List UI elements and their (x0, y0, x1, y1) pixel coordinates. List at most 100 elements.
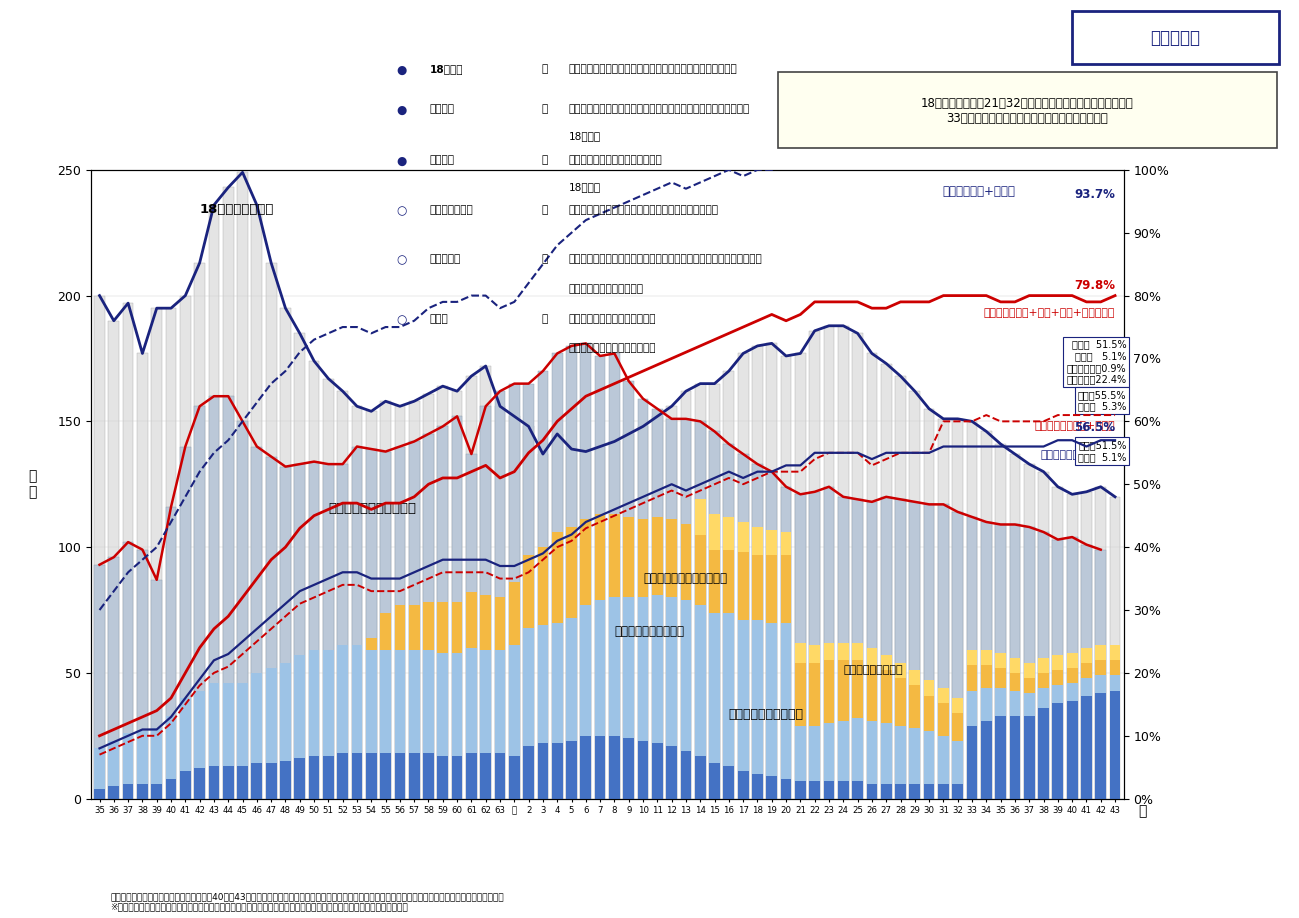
Bar (338, 465, 348, 799)
Text: 高専４年次在学者数: 高専４年次在学者数 (843, 665, 903, 675)
Bar (709, 764, 720, 799)
Text: 当該年度の大学・短大の入学者数: 当該年度の大学・短大の入学者数 (569, 155, 662, 165)
Bar (466, 592, 477, 648)
Bar (938, 784, 948, 799)
Bar (94, 748, 105, 789)
Text: 大学入学者数（万人）: 大学入学者数（万人） (729, 708, 804, 722)
Bar (638, 426, 648, 799)
Bar (581, 605, 591, 736)
Bar (981, 522, 991, 799)
Bar (852, 660, 863, 718)
Bar (266, 263, 277, 799)
Bar (909, 784, 920, 799)
Bar (481, 407, 491, 799)
Bar (1095, 487, 1107, 799)
Bar (1109, 497, 1121, 799)
Bar (724, 371, 734, 799)
Bar (881, 723, 891, 784)
Bar (366, 754, 377, 799)
Text: 現役志願率（大学+短大）: 現役志願率（大学+短大） (1034, 421, 1115, 431)
Text: 18歳人口: 18歳人口 (569, 183, 600, 193)
Bar (995, 653, 1005, 668)
Bar (552, 622, 562, 744)
Bar (666, 745, 677, 799)
Bar (866, 784, 877, 799)
Bar (423, 602, 434, 650)
Bar (781, 778, 791, 799)
Text: ＝: ＝ (542, 253, 548, 263)
Bar (852, 643, 863, 660)
Bar (709, 431, 720, 799)
Text: 79.8%: 79.8% (1074, 279, 1115, 293)
Bar (94, 296, 105, 799)
Bar (695, 756, 705, 799)
Bar (995, 524, 1005, 799)
Text: 資料３－６: 資料３－６ (1151, 28, 1200, 47)
Bar (809, 663, 820, 726)
Bar (352, 407, 362, 799)
Bar (781, 554, 791, 622)
Bar (138, 550, 148, 799)
Bar (766, 622, 777, 776)
Bar (1009, 690, 1020, 716)
Bar (509, 645, 520, 756)
Bar (966, 517, 977, 799)
Bar (724, 444, 734, 799)
Bar (638, 398, 648, 799)
Bar (366, 650, 377, 754)
Bar (752, 620, 763, 774)
Bar (681, 391, 691, 799)
Bar (1052, 655, 1063, 670)
Bar (609, 353, 620, 799)
Bar (981, 721, 991, 799)
Bar (624, 738, 634, 799)
Bar (209, 766, 220, 799)
Bar (966, 666, 977, 690)
Bar (938, 735, 948, 784)
Bar (423, 754, 434, 799)
Bar (209, 683, 220, 766)
Bar (552, 434, 562, 799)
Bar (981, 688, 991, 721)
Bar (895, 663, 905, 677)
Bar (1052, 487, 1063, 799)
Bar (1081, 648, 1092, 663)
Bar (523, 554, 534, 628)
Bar (409, 605, 420, 650)
Bar (852, 499, 863, 799)
Bar (495, 391, 505, 799)
Bar (195, 407, 205, 799)
Bar (309, 650, 320, 756)
Text: ＝: ＝ (542, 205, 548, 215)
Bar (252, 673, 262, 764)
Bar (924, 696, 934, 731)
Text: 進学率１: 進学率１ (430, 104, 455, 114)
Bar (1066, 537, 1077, 799)
Bar (552, 353, 562, 799)
Bar (323, 756, 334, 799)
Bar (952, 741, 963, 784)
Bar (852, 718, 863, 781)
Bar (952, 713, 963, 741)
Bar (1024, 465, 1034, 799)
Bar (166, 507, 177, 799)
Text: ＝: ＝ (542, 104, 548, 114)
Bar (166, 778, 177, 799)
Bar (1052, 703, 1063, 799)
Bar (266, 764, 277, 799)
Bar (909, 728, 920, 784)
Bar (752, 465, 763, 799)
Bar (681, 600, 691, 751)
Bar (538, 371, 548, 799)
Text: ＝: ＝ (542, 314, 548, 323)
Bar (981, 650, 991, 666)
Bar (438, 653, 448, 756)
Bar (709, 514, 720, 550)
Bar (738, 522, 748, 552)
Bar (824, 660, 834, 723)
Text: ＝: ＝ (542, 64, 548, 74)
Bar (681, 751, 691, 799)
Bar (481, 366, 491, 799)
Text: 56.5%: 56.5% (1074, 421, 1115, 434)
Bar (638, 598, 648, 741)
